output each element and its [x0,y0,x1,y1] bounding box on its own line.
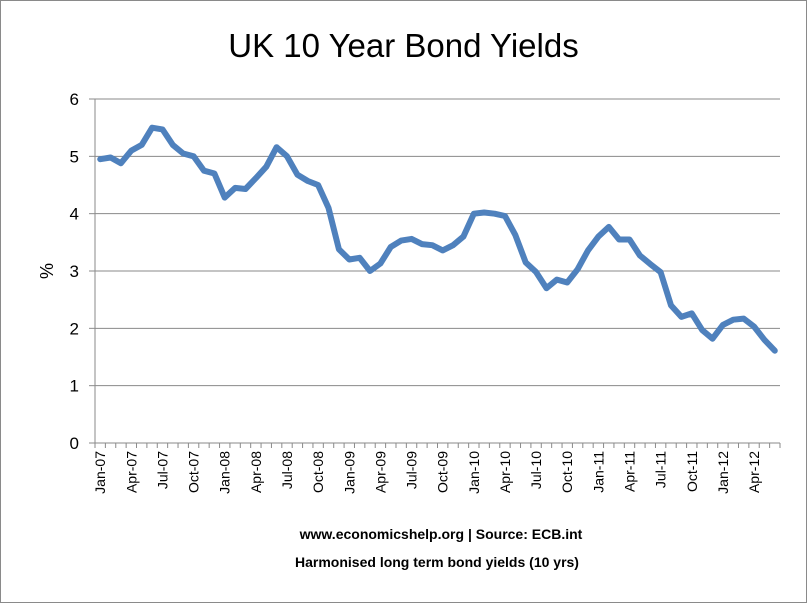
x-tick-label: Apr-09 [372,451,388,493]
x-tick-label: Oct-07 [186,451,202,493]
x-tick-label: Jan-10 [466,451,482,494]
y-tick-label: 1 [70,377,79,396]
x-tick-labels: Jan-07 Apr-07 Jul-07 Oct-07 Jan-08 Apr-08 Jul-… [92,451,762,494]
y-axis-label: % [37,263,57,279]
axes [89,98,781,448]
x-tick-label: Oct-09 [435,451,451,493]
x-tick-label: Apr-07 [123,451,139,493]
series-layer [97,124,778,354]
x-tick-label: Oct-11 [684,451,700,492]
series-line [97,124,778,354]
x-tick-label: Jan-08 [217,451,233,494]
x-tick-label: Apr-10 [497,451,513,493]
x-tick-label: Oct-08 [310,451,326,493]
y-tick-label: 3 [70,262,79,281]
y-tick-label: 4 [70,205,79,224]
x-tick-label: Jan-09 [341,451,357,494]
x-tick-label: Apr-12 [746,451,762,493]
x-tick-label: Jan-07 [92,451,108,494]
y-tick-labels: 0 1 2 3 4 5 6 [70,90,79,453]
x-tick-label: Jan-11 [590,451,606,493]
y-tick-label: 5 [70,147,79,166]
x-tick-label: Apr-11 [622,451,638,492]
x-tick-label: Jan-12 [715,451,731,494]
gridlines [95,98,780,387]
y-tick-label: 6 [70,90,79,109]
chart-title: UK 10 Year Bond Yields [228,27,579,64]
y-tick-label: 0 [70,434,79,453]
y-tick-label: 2 [70,319,79,338]
x-tick-label: Jul-11 [653,451,669,488]
footnote-source: www.economicshelp.org | Source: ECB.int [299,526,583,542]
x-tick-label: Jul-07 [154,451,170,489]
footnote-description: Harmonised long term bond yields (10 yrs… [295,554,579,570]
x-tick-label: Jul-09 [404,451,420,489]
x-tick-label: Jul-10 [528,451,544,489]
x-tick-label: Jul-08 [279,451,295,489]
x-tick-label: Apr-08 [248,451,264,493]
x-tick-label: Oct-10 [559,451,575,493]
